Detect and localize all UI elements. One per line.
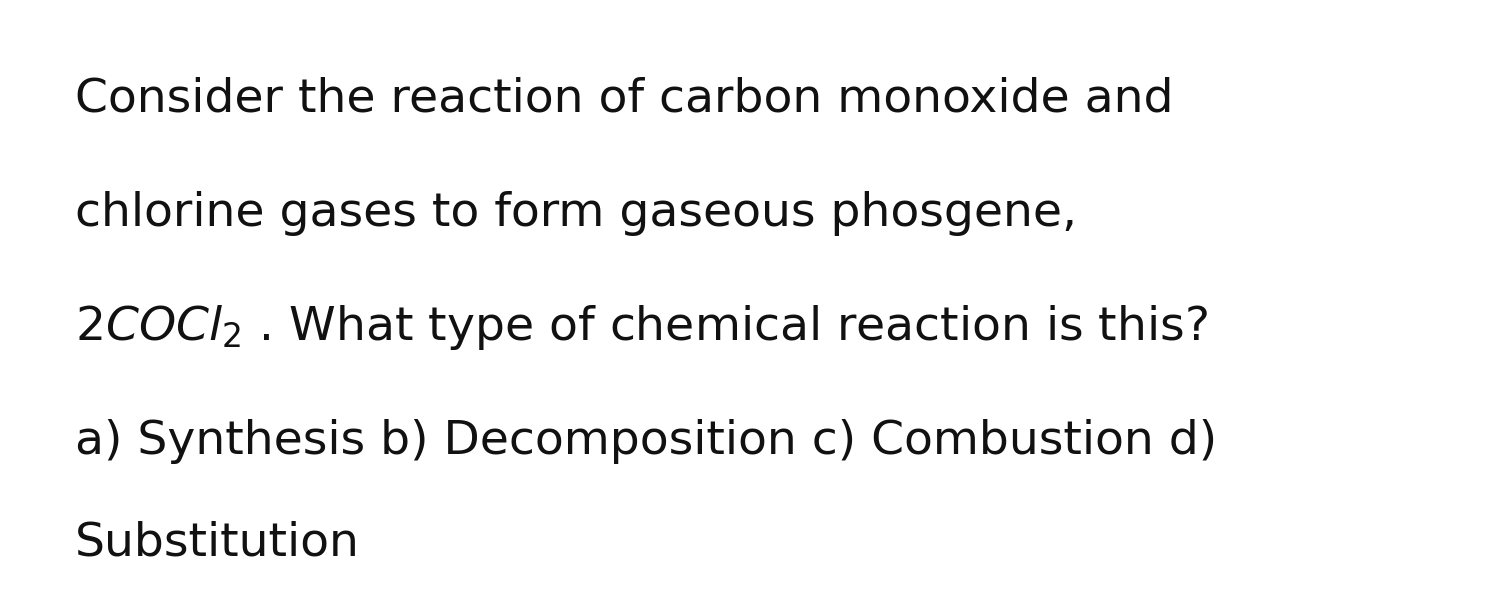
Text: Substitution: Substitution — [75, 520, 360, 565]
Text: $2COCl_2$ . What type of chemical reaction is this?: $2COCl_2$ . What type of chemical reacti… — [75, 302, 1208, 352]
Text: a) Synthesis b) Decomposition c) Combustion d): a) Synthesis b) Decomposition c) Combust… — [75, 419, 1216, 463]
Text: chlorine gases to form gaseous phosgene,: chlorine gases to form gaseous phosgene, — [75, 191, 1077, 235]
Text: Consider the reaction of carbon monoxide and: Consider the reaction of carbon monoxide… — [75, 76, 1173, 121]
